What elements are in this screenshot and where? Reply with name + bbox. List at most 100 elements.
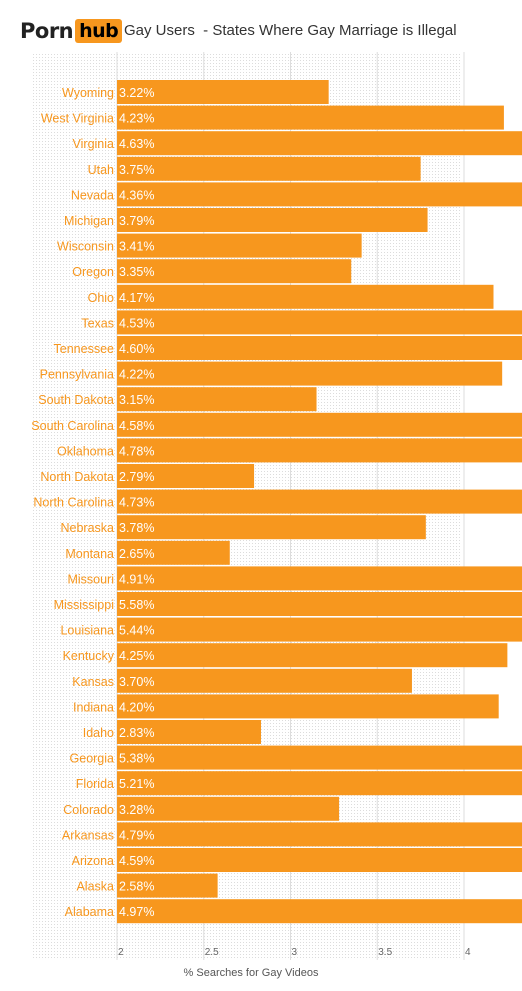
value-label: 3.78% bbox=[119, 521, 154, 535]
value-label: 5.21% bbox=[119, 777, 154, 791]
value-label: 2.83% bbox=[119, 726, 154, 740]
bar-texas bbox=[117, 310, 522, 335]
category-label: Florida bbox=[76, 777, 114, 791]
category-label: Texas bbox=[81, 316, 114, 330]
bar-arizona bbox=[117, 848, 522, 872]
x-tick-label: 2 bbox=[118, 947, 124, 958]
category-label: Mississippi bbox=[54, 598, 114, 612]
value-label: 4.25% bbox=[119, 649, 154, 663]
category-label: Nebraska bbox=[61, 521, 115, 535]
value-label: 4.63% bbox=[119, 137, 154, 151]
value-label: 3.79% bbox=[119, 214, 154, 228]
bar-wyoming bbox=[117, 80, 329, 104]
value-label: 3.35% bbox=[119, 265, 154, 279]
bar-indiana bbox=[117, 694, 499, 719]
category-label: Wisconsin bbox=[57, 240, 114, 254]
value-label: 4.17% bbox=[119, 291, 154, 305]
bar-north-carolina bbox=[117, 489, 522, 514]
bar-ohio bbox=[117, 284, 494, 309]
value-label: 4.78% bbox=[119, 444, 154, 458]
category-label: Montana bbox=[65, 547, 114, 561]
category-label: Missouri bbox=[67, 572, 114, 586]
category-label: Colorado bbox=[63, 803, 114, 817]
category-label: Georgia bbox=[70, 752, 115, 766]
category-label: Alabama bbox=[65, 905, 114, 919]
bar-kentucky bbox=[117, 643, 508, 668]
bar-nebraska bbox=[117, 515, 426, 540]
category-label: Utah bbox=[88, 163, 114, 177]
pornhub-logo: Porn hub bbox=[20, 19, 123, 43]
bars bbox=[117, 80, 522, 924]
bar-mississippi bbox=[117, 592, 522, 616]
value-label: 5.44% bbox=[119, 624, 154, 638]
bar-north-dakota bbox=[117, 464, 255, 488]
bar-alaska bbox=[117, 873, 218, 898]
category-label: South Dakota bbox=[38, 393, 114, 407]
x-tick-label: 3.5 bbox=[378, 947, 392, 958]
bar-wisconsin bbox=[117, 233, 362, 258]
x-tick-label: 2.5 bbox=[205, 947, 219, 958]
value-label: 3.22% bbox=[119, 86, 154, 100]
category-label: Kentucky bbox=[63, 649, 115, 663]
category-label: Wyoming bbox=[62, 86, 114, 100]
category-label: Tennessee bbox=[54, 342, 115, 356]
bar-arkansas bbox=[117, 822, 522, 847]
bar-utah bbox=[117, 156, 421, 181]
category-label: Indiana bbox=[73, 700, 114, 714]
category-label: Virginia bbox=[73, 137, 115, 151]
bar-kansas bbox=[117, 668, 412, 693]
category-label: Pennsylvania bbox=[40, 368, 114, 382]
value-label: 3.70% bbox=[119, 675, 154, 689]
bar-virginia bbox=[117, 131, 522, 156]
category-label: Kansas bbox=[72, 675, 114, 689]
category-label: Nevada bbox=[71, 188, 114, 202]
logo-text-porn: Porn bbox=[20, 19, 74, 43]
value-label: 4.97% bbox=[119, 905, 154, 919]
bar-florida bbox=[117, 771, 522, 796]
value-labels: 3.22% 4.23% 4.63% 3.75% 4.36% 3.79% 3.41% 3.35%… bbox=[119, 86, 154, 919]
x-axis-ticks: 22.533.544.555.5 bbox=[118, 947, 471, 958]
value-label: 3.41% bbox=[119, 240, 154, 254]
bar-oklahoma bbox=[117, 438, 522, 463]
category-label: Ohio bbox=[88, 291, 114, 305]
value-label: 4.58% bbox=[119, 419, 154, 433]
bar-colorado bbox=[117, 796, 340, 821]
value-label: 4.91% bbox=[119, 572, 154, 586]
bar-montana bbox=[117, 540, 230, 565]
value-label: 5.38% bbox=[119, 752, 154, 766]
value-label: 4.23% bbox=[119, 112, 154, 126]
category-label: Idaho bbox=[83, 726, 114, 740]
bar-tennessee bbox=[117, 336, 522, 360]
value-label: 4.53% bbox=[119, 316, 154, 330]
logo-text-hub: hub bbox=[75, 19, 123, 43]
value-label: 4.59% bbox=[119, 854, 154, 868]
value-label: 4.22% bbox=[119, 368, 154, 382]
header: Porn hub Gay Users - States Where Gay Ma… bbox=[0, 0, 522, 60]
bar-alabama bbox=[117, 899, 522, 924]
value-label: 2.58% bbox=[119, 880, 154, 894]
x-tick-label: 3 bbox=[292, 947, 298, 958]
chart-title: Gay Users - States Where Gay Marriage is… bbox=[124, 22, 457, 39]
value-label: 4.36% bbox=[119, 188, 154, 202]
category-label: Oklahoma bbox=[57, 444, 114, 458]
value-label: 4.73% bbox=[119, 496, 154, 510]
value-label: 3.15% bbox=[119, 393, 154, 407]
value-label: 3.75% bbox=[119, 163, 154, 177]
category-label: Michigan bbox=[64, 214, 114, 228]
category-label: North Carolina bbox=[33, 496, 114, 510]
value-label: 3.28% bbox=[119, 803, 154, 817]
bar-oregon bbox=[117, 259, 352, 284]
bar-georgia bbox=[117, 745, 522, 770]
category-label: West Virginia bbox=[41, 112, 114, 126]
category-label: South Carolina bbox=[31, 419, 114, 433]
bar-nevada bbox=[117, 182, 522, 207]
category-label: Oregon bbox=[72, 265, 114, 279]
category-label: Arkansas bbox=[62, 828, 114, 842]
value-label: 2.65% bbox=[119, 547, 154, 561]
value-label: 4.60% bbox=[119, 342, 154, 356]
category-label: North Dakota bbox=[40, 470, 114, 484]
value-label: 5.58% bbox=[119, 598, 154, 612]
bar-missouri bbox=[117, 566, 522, 591]
bar-west-virginia bbox=[117, 105, 504, 130]
